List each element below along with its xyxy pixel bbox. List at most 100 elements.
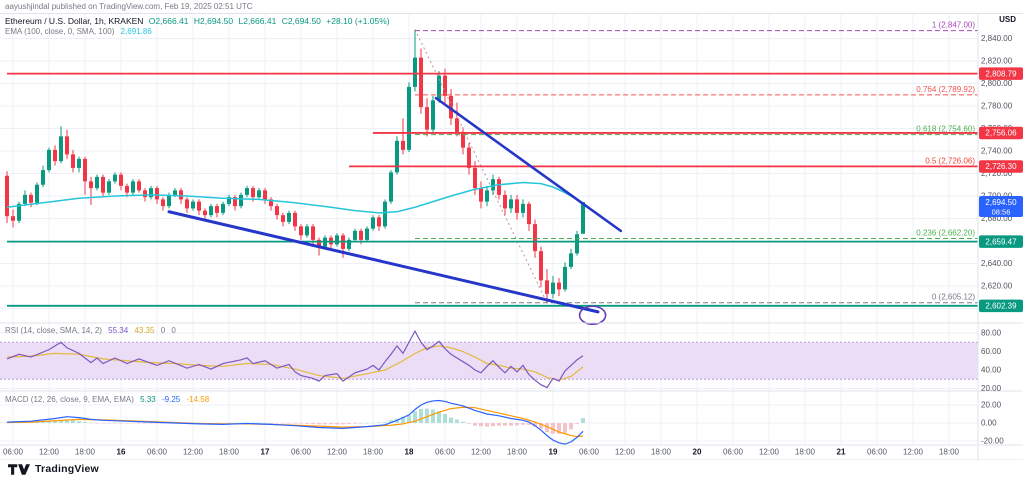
macd-histogram-bar bbox=[551, 423, 555, 434]
candle-body bbox=[581, 202, 585, 234]
price-badge-label: 2,659.47 bbox=[985, 237, 1017, 246]
fib-label[interactable]: 0 (2,605.12) bbox=[932, 293, 975, 302]
time-axis-label: 16 bbox=[117, 448, 126, 457]
time-axis-label: 20 bbox=[693, 448, 702, 457]
macd-histogram-bar bbox=[467, 423, 471, 424]
candle-body bbox=[395, 140, 399, 173]
macd-histogram-bar bbox=[71, 420, 75, 423]
time-axis-label: 18:00 bbox=[363, 448, 384, 457]
macd-histogram-bar bbox=[305, 423, 309, 424]
candle-body bbox=[533, 224, 537, 252]
candle-body bbox=[449, 95, 453, 119]
candle-body bbox=[521, 203, 525, 213]
rsi-title: RSI (14, close, SMA, 14, 2) bbox=[5, 326, 102, 335]
rsi-legend[interactable]: RSI (14, close, SMA, 14, 2) 55.34 43.35 … bbox=[5, 326, 180, 335]
candle-body bbox=[377, 217, 381, 227]
rsi-axis-label: 40.00 bbox=[981, 366, 1002, 375]
candle-body bbox=[551, 282, 555, 294]
candle-body bbox=[53, 149, 57, 162]
candle-body bbox=[545, 280, 549, 294]
price-badge-label: 2,726.30 bbox=[985, 162, 1017, 171]
time-axis-label: 18:00 bbox=[795, 448, 816, 457]
time-axis-label: 06:00 bbox=[291, 448, 312, 457]
currency-label: USD bbox=[999, 15, 1016, 24]
candle-body bbox=[65, 136, 69, 155]
time-axis-label: 06:00 bbox=[723, 448, 744, 457]
macd-histogram-bar bbox=[257, 422, 261, 424]
fib-label[interactable]: 0.236 (2,662.20) bbox=[916, 229, 975, 238]
rsi-ma-value: 43.35 bbox=[134, 326, 155, 335]
candle-body bbox=[125, 185, 129, 193]
candle-body bbox=[233, 197, 237, 207]
ema-legend[interactable]: EMA (100, close, 0, SMA, 100) 2,691.86 bbox=[5, 27, 156, 36]
macd-hist-value: 5.33 bbox=[140, 395, 156, 404]
macd-histogram-bar bbox=[575, 423, 579, 424]
tradingview-logo-icon[interactable] bbox=[8, 463, 30, 475]
time-axis[interactable] bbox=[0, 445, 978, 460]
fib-label[interactable]: 0.618 (2,754.60) bbox=[916, 125, 975, 134]
macd-histogram-bar bbox=[299, 423, 303, 424]
rsi-band bbox=[0, 342, 978, 380]
rsi-line[interactable] bbox=[6, 329, 584, 389]
fib-label[interactable]: 0.764 (2,789.92) bbox=[916, 85, 975, 94]
ohlc-open: O2,666.41 bbox=[148, 16, 189, 26]
price-badge bbox=[979, 235, 1023, 248]
trendline[interactable] bbox=[434, 96, 623, 233]
macd-histogram-bar bbox=[539, 423, 543, 429]
brand-name[interactable]: TradingView bbox=[35, 463, 99, 475]
macd-histogram-bar bbox=[461, 421, 465, 423]
candle-body bbox=[389, 172, 393, 202]
macd-legend[interactable]: MACD (12, 26, close, 9, EMA, EMA) 5.33 -… bbox=[5, 395, 213, 404]
macd-histogram-bar bbox=[275, 423, 279, 424]
macd-signal-line[interactable] bbox=[6, 406, 584, 438]
footer-bar: TradingView bbox=[0, 460, 1023, 478]
highlight-ellipse[interactable] bbox=[578, 305, 607, 326]
candle-body bbox=[527, 203, 531, 225]
macd-line[interactable] bbox=[6, 399, 584, 445]
macd-line-value: -9.25 bbox=[161, 395, 181, 404]
macd-histogram-bar bbox=[323, 423, 327, 425]
symbol-legend[interactable]: Ethereum / U.S. Dollar, 1h, KRAKEN O2,66… bbox=[5, 16, 393, 26]
time-axis-label: 12:00 bbox=[759, 448, 780, 457]
time-axis-label: 12:00 bbox=[471, 448, 492, 457]
price-axis-label: 2,800.00 bbox=[981, 79, 1013, 88]
macd-histogram-bar bbox=[485, 423, 489, 427]
ema-value: 2,691.86 bbox=[120, 27, 152, 36]
macd-histogram-bar bbox=[77, 421, 81, 423]
price-badge-label: 2,602.39 bbox=[985, 302, 1017, 311]
candle-body bbox=[491, 179, 495, 191]
time-axis-label: 06:00 bbox=[867, 448, 888, 457]
trendline[interactable] bbox=[167, 210, 600, 314]
macd-histogram-bar bbox=[527, 423, 531, 425]
candle-body bbox=[281, 215, 285, 222]
candle-body bbox=[557, 282, 561, 290]
time-axis-label: 19 bbox=[549, 448, 558, 457]
ema-line[interactable] bbox=[6, 181, 584, 214]
macd-histogram-bar bbox=[329, 423, 333, 425]
macd-histogram-bar bbox=[509, 423, 513, 426]
macd-histogram-bar bbox=[335, 423, 339, 425]
price-badge bbox=[979, 160, 1023, 173]
rsi-extra-1: 0 bbox=[160, 326, 166, 335]
fib-label[interactable]: 1 (2,847.00) bbox=[932, 21, 975, 30]
macd-histogram-bar bbox=[119, 423, 123, 424]
candle-body bbox=[173, 190, 177, 195]
time-axis-label: 12:00 bbox=[615, 448, 636, 457]
macd-histogram-bar bbox=[245, 422, 249, 424]
price-badge-label: 2,756.06 bbox=[985, 129, 1017, 138]
ohlc-change: +28.10 (+1.05%) bbox=[326, 16, 390, 26]
candle-body bbox=[461, 131, 465, 148]
macd-histogram-bar bbox=[41, 421, 45, 423]
rsi-axis-label: 60.00 bbox=[981, 347, 1002, 356]
macd-histogram-bar bbox=[365, 423, 369, 424]
candle-body bbox=[71, 154, 75, 168]
fib-label[interactable]: 0.5 (2,726.06) bbox=[925, 157, 975, 166]
macd-histogram-bar bbox=[401, 416, 405, 423]
price-scale[interactable] bbox=[978, 14, 1023, 461]
candle-body bbox=[443, 75, 447, 96]
candle-body bbox=[47, 149, 51, 171]
rsi-ma-line[interactable] bbox=[6, 345, 584, 381]
macd-histogram-bar bbox=[425, 408, 429, 423]
macd-histogram-bar bbox=[455, 419, 459, 424]
